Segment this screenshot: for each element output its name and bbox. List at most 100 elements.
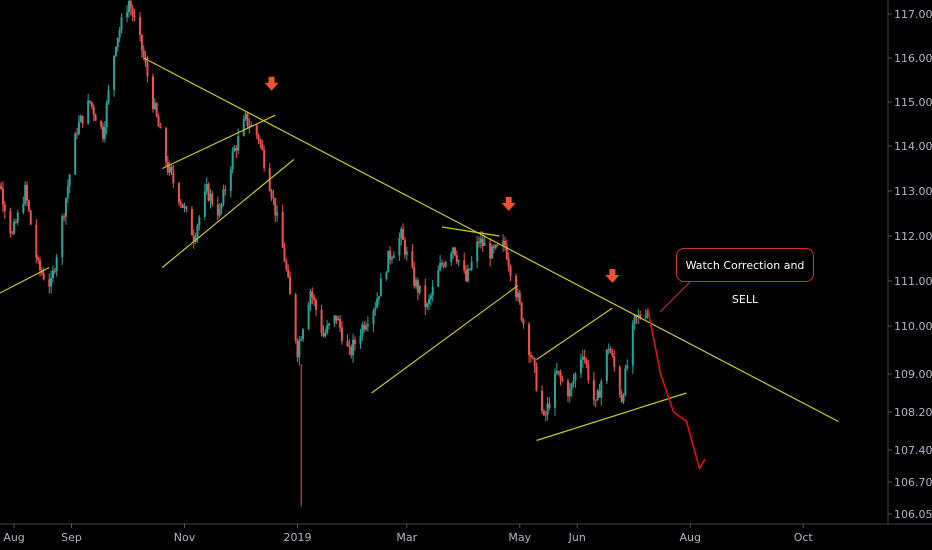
candle-body <box>170 166 173 173</box>
candle-body <box>274 197 277 216</box>
candle-body <box>48 279 51 287</box>
time-tick-label: Mar <box>396 531 417 544</box>
candle-body <box>429 295 432 300</box>
candle-body <box>287 269 290 278</box>
candle-body <box>76 133 79 135</box>
time-tick-label: Nov <box>174 531 196 544</box>
candle-body <box>555 371 558 374</box>
candle-body <box>294 294 297 341</box>
candle-body <box>596 390 599 401</box>
candle-body <box>605 349 608 382</box>
candle-body <box>411 251 414 268</box>
candle-body <box>276 212 279 216</box>
trendline-flag-upper <box>536 307 613 361</box>
candle-body <box>190 209 193 236</box>
price-tick-label: 114.000 <box>894 140 932 153</box>
time-tick-label: 2019 <box>283 531 311 544</box>
candle-body <box>390 258 393 260</box>
trendline-channel-lower-1 <box>161 159 295 268</box>
candle-body <box>211 193 214 205</box>
candle-body <box>261 143 264 150</box>
candle-body <box>583 356 586 360</box>
candle-body <box>118 30 121 38</box>
candle-body <box>166 161 169 173</box>
candle-body <box>553 373 556 408</box>
candle-body <box>340 327 343 341</box>
candle-body <box>505 245 508 260</box>
candle-body <box>281 212 284 248</box>
candle-body <box>337 318 340 321</box>
candle-body <box>624 368 627 395</box>
candle-body <box>216 204 219 216</box>
candle-body <box>520 302 523 321</box>
price-tick-label: 110.000 <box>894 320 932 333</box>
candle-body <box>622 394 625 402</box>
candle-body <box>320 309 323 333</box>
trendline-channel-upper-1 <box>162 114 276 170</box>
candle-body <box>101 126 104 139</box>
time-tick-label: Sep <box>61 531 82 544</box>
price-tick-label: 112.000 <box>894 230 932 243</box>
candle-body <box>74 133 77 175</box>
candle-body <box>26 184 29 201</box>
candle-body <box>113 55 116 90</box>
candle-body <box>418 285 421 293</box>
candle-body <box>400 228 403 239</box>
candle-body <box>609 348 612 353</box>
candle-body <box>378 296 380 299</box>
candle-body <box>559 372 562 379</box>
candle-body <box>29 210 32 225</box>
candle-body <box>61 216 64 258</box>
candle-body <box>103 127 106 139</box>
candle-body <box>298 340 301 358</box>
candle-body <box>322 332 325 337</box>
price-tick-label: 106.050 <box>894 508 932 521</box>
callout-pointer <box>659 281 691 313</box>
candle-body <box>35 224 38 258</box>
candle-body <box>346 340 349 346</box>
candle-body <box>385 272 388 279</box>
candle-body <box>353 339 356 344</box>
candle-body <box>535 366 538 391</box>
price-tick-label: 116.000 <box>894 52 932 65</box>
candle-body <box>402 228 405 240</box>
candle-body <box>646 310 649 317</box>
candle-body <box>483 243 486 246</box>
candle-body <box>644 316 647 319</box>
projection-path <box>646 307 706 471</box>
candle-body <box>637 314 640 317</box>
candle-body <box>376 298 379 308</box>
candle-body <box>579 359 582 374</box>
candle-body <box>185 206 188 210</box>
candle-body <box>398 238 401 256</box>
candle-body <box>335 315 338 321</box>
candle-body <box>315 300 318 310</box>
candle-body <box>392 255 395 259</box>
candle-body <box>570 383 573 390</box>
candle-body <box>81 115 84 124</box>
candle-body <box>620 394 623 402</box>
candle-body <box>100 120 103 127</box>
candle-body <box>39 260 41 271</box>
candle-body <box>585 359 588 365</box>
price-tick-label: 113.000 <box>894 185 932 198</box>
trendlines <box>0 57 839 442</box>
candle-body <box>127 0 130 13</box>
candle-body <box>64 198 67 217</box>
time-tick-label: Aug <box>679 531 700 544</box>
candle-body <box>574 373 577 381</box>
candle-body <box>639 314 642 319</box>
sell-arrow-icon <box>605 269 620 283</box>
candle-body <box>244 113 247 120</box>
candle-body <box>544 414 547 416</box>
candle-body <box>327 323 330 326</box>
candle-body <box>116 37 119 47</box>
candle-body <box>157 116 160 127</box>
price-tick-label: 111.000 <box>894 275 932 288</box>
candle-body <box>14 221 17 223</box>
candle-body <box>531 357 534 359</box>
candle-body <box>203 191 206 217</box>
candle-body <box>350 346 353 356</box>
price-tick-label: 107.400 <box>894 444 932 457</box>
candle-body <box>77 122 80 134</box>
